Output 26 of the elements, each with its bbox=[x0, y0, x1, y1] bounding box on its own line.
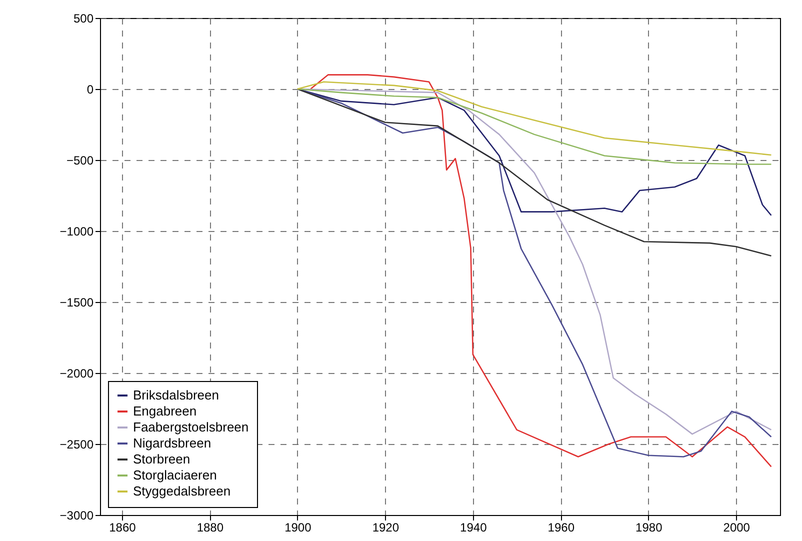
legend-label: Storglaciaeren bbox=[133, 468, 217, 482]
legend-label: Styggedalsbreen bbox=[133, 484, 231, 498]
x-tick-label: 1880 bbox=[196, 520, 224, 534]
x-tick-label: 1860 bbox=[109, 520, 136, 534]
y-tick-label: −1000 bbox=[60, 224, 94, 238]
legend-label: Briksdalsbreen bbox=[133, 388, 219, 402]
line-series bbox=[296, 81, 772, 156]
y-tick-label: −500 bbox=[66, 154, 94, 168]
x-tick-label: 1900 bbox=[284, 520, 312, 534]
line-series bbox=[296, 88, 772, 165]
line-series bbox=[296, 88, 772, 256]
legend-label: Faabergstoelsbreen bbox=[133, 420, 249, 434]
legend-label: Engabreen bbox=[133, 404, 197, 418]
legend-label: Storbreen bbox=[133, 452, 190, 466]
y-tick-label: −2500 bbox=[60, 438, 94, 452]
x-tick-label: 1960 bbox=[548, 520, 575, 534]
x-tick-label: 2000 bbox=[723, 520, 750, 534]
y-tick-label: 500 bbox=[73, 12, 94, 26]
y-tick-label: −1500 bbox=[60, 296, 94, 310]
x-tick-label: 1980 bbox=[636, 520, 663, 534]
legend-label: Nigardsbreen bbox=[133, 436, 212, 450]
x-tick-label: 1920 bbox=[372, 520, 400, 534]
y-tick-label: −2000 bbox=[60, 366, 94, 380]
x-tick-label: 1940 bbox=[460, 520, 488, 534]
y-tick-label: 0 bbox=[86, 82, 94, 96]
y-tick-label: −3000 bbox=[60, 508, 94, 522]
